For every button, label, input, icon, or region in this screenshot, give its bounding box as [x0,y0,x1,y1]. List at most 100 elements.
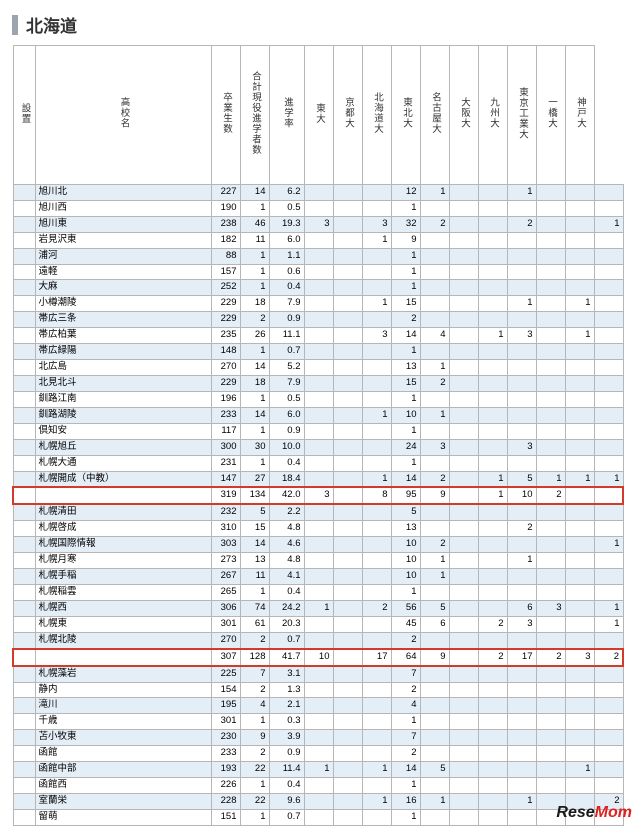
cell-school-name: 静内 [35,682,211,698]
cell-value: 15 [391,296,420,312]
cell-value [333,762,362,778]
cell-value [478,296,507,312]
table-row: 釧路湖陵233146.01101 [13,407,623,423]
cell-value [536,537,565,553]
cell-value [478,537,507,553]
table-row: 札幌清田23252.25 [13,504,623,520]
cell-value: 1 [362,296,391,312]
cell-value [536,746,565,762]
cell-value [449,584,478,600]
cell-value: 252 [211,280,240,296]
cell-value: 0.7 [269,344,304,360]
cell-value: 9 [420,487,449,504]
cell-value [478,455,507,471]
cell-setti [13,439,35,455]
cell-school-name: 小樽潮陵 [35,296,211,312]
col-rate: 進学率 [269,46,304,185]
cell-value [478,793,507,809]
cell-value: 9 [420,649,449,666]
cell-setti [13,521,35,537]
cell-value: 9 [240,730,269,746]
cell-setti [13,455,35,471]
table-row: 帯広緑陽14810.71 [13,344,623,360]
cell-value: 1 [391,280,420,296]
cell-value [507,778,536,794]
cell-value: 7.9 [269,296,304,312]
cell-value: 2 [536,649,565,666]
cell-value [362,553,391,569]
cell-value: 14 [391,328,420,344]
cell-value: 1 [391,455,420,471]
cell-value: 1 [240,714,269,730]
cell-value [333,649,362,666]
cell-value: 235 [211,328,240,344]
cell-value [565,200,594,216]
cell-school-name: 札幌月寒 [35,553,211,569]
cell-value [333,423,362,439]
cell-value: 3 [565,649,594,666]
cell-value: 2 [420,471,449,487]
cell-value: 10 [507,487,536,504]
cell-value [478,216,507,232]
cell-value: 0.3 [269,714,304,730]
cell-value [565,216,594,232]
cell-setti [13,778,35,794]
cell-value [449,793,478,809]
cell-value: 11.1 [269,328,304,344]
cell-value [304,375,333,391]
cell-value [304,407,333,423]
cell-value [478,248,507,264]
cell-value: 5.2 [269,360,304,376]
cell-value [478,391,507,407]
cell-value: 5 [420,600,449,616]
cell-value [536,344,565,360]
cell-value [565,600,594,616]
cell-value [478,375,507,391]
cell-school-name: 函館西 [35,778,211,794]
cell-value: 1 [240,344,269,360]
cell-value [478,504,507,520]
cell-value: 3.1 [269,666,304,682]
table-row: 留萌15110.71 [13,809,623,825]
cell-value: 14 [391,762,420,778]
cell-value [507,762,536,778]
cell-value [594,504,623,520]
cell-value [420,344,449,360]
cell-setti [13,280,35,296]
cell-setti [13,232,35,248]
cell-value: 5 [240,504,269,520]
cell-value [420,248,449,264]
cell-value: 3 [420,439,449,455]
cell-value [536,232,565,248]
cell-value: 1 [304,762,333,778]
cell-school-name: 帯広柏葉 [35,328,211,344]
cell-value [507,232,536,248]
cell-value [449,632,478,648]
cell-value [449,232,478,248]
cell-value [420,280,449,296]
cell-value: 7.9 [269,375,304,391]
cell-value [420,200,449,216]
col-school: 高校名 [35,46,211,185]
cell-value [478,407,507,423]
cell-value [478,632,507,648]
cell-value: 229 [211,375,240,391]
cell-value: 1 [362,793,391,809]
cell-value [536,584,565,600]
cell-value [536,778,565,794]
table-row: 札幌手稲267114.1101 [13,569,623,585]
cell-setti [13,553,35,569]
cell-school-name: 札幌清田 [35,504,211,520]
cell-value: 2 [240,746,269,762]
table-row: 北見北斗229187.9152 [13,375,623,391]
cell-setti [13,584,35,600]
cell-value: 3 [507,328,536,344]
cell-school-name: 北見北斗 [35,375,211,391]
cell-value: 22 [240,762,269,778]
cell-value [362,439,391,455]
cell-value [304,521,333,537]
col-u10: 神戸大 [565,46,594,185]
cell-value [507,455,536,471]
cell-value [333,600,362,616]
cell-value: 11.4 [269,762,304,778]
